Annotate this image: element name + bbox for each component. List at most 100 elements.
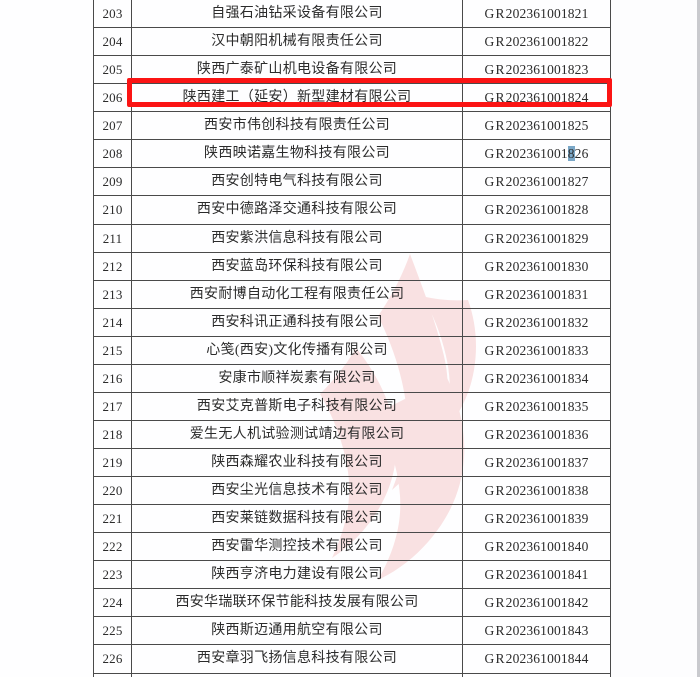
- table-row: 212 西安蓝岛环保科技有限公司 GR202361001830: [93, 251, 611, 281]
- company-name-cell: 陕西建工（延安）新型建材有限公司: [131, 83, 463, 113]
- certificate-code-cell: GR202361001824: [462, 83, 611, 113]
- row-index-cell: 203: [93, 0, 132, 29]
- table-row: 203 自强石油钻采设备有限公司 GR202361001821: [93, 0, 611, 29]
- table-row: 218 爱生无人机试验测试靖边有限公司 GR202361001836: [93, 419, 611, 450]
- table-row: 205 陕西广泰矿山机电设备有限公司 GR202361001823: [93, 55, 611, 85]
- certificate-code-cell: GR202361001837: [462, 447, 611, 478]
- code-prefix: GR: [484, 314, 506, 330]
- code-prefix: GR: [484, 483, 506, 499]
- code-prefix: GR: [484, 623, 506, 639]
- certificate-code-cell: GR202361001822: [462, 27, 611, 57]
- table-row: 213 西安耐博自动化工程有限责任公司 GR202361001831: [93, 279, 611, 309]
- company-name-cell: 心笺(西安)文化传播有限公司: [131, 335, 463, 365]
- certificate-code-cell: GR202361001825: [462, 111, 611, 141]
- row-index-cell: 217: [93, 391, 132, 421]
- table-row: 221 西安莱链数据科技有限公司 GR202361001839: [93, 504, 611, 534]
- code-prefix: GR: [484, 118, 506, 134]
- row-index-cell: 208: [93, 139, 132, 169]
- certificate-code-cell: GR202361001840: [462, 532, 611, 562]
- code-prefix: GR: [484, 595, 506, 611]
- code-prefix: GR: [484, 258, 506, 274]
- text-selection-caret[interactable]: 8: [567, 146, 575, 162]
- code-prefix: GR: [484, 202, 506, 218]
- table-row: 216 安康市顺祥炭素有限公司 GR202361001834: [93, 363, 611, 393]
- table-row: 208 陕西映诺嘉生物科技有限公司 GR202361001826: [93, 139, 611, 169]
- certificate-code-cell: GR202361001839: [462, 504, 611, 534]
- company-name-cell: 西安市伟创科技有限责任公司: [131, 111, 463, 141]
- certificate-code-cell: GR202361001823: [462, 55, 611, 85]
- row-index-cell: 205: [93, 55, 132, 85]
- company-name-cell: 西安耐博自动化工程有限责任公司: [131, 279, 463, 309]
- certificate-code-cell: GR202361001830: [462, 251, 611, 281]
- row-index-cell: 209: [93, 167, 132, 197]
- certificate-code-cell: GR202361001835: [462, 391, 611, 421]
- certificate-code-cell: GR202361001834: [462, 363, 611, 393]
- page-right-margin: [611, 0, 697, 677]
- table-body: 203 自强石油钻采设备有限公司 GR202361001821 204 汉中朝阳机械有限…: [93, 0, 611, 677]
- table-row: 211 西安紫洪信息科技有限公司 GR202361001829: [93, 223, 611, 253]
- certificate-code-cell: GR202361001845: [462, 672, 611, 677]
- row-index-cell: 206: [93, 83, 132, 113]
- certificate-code-cell: GR202361001827: [462, 167, 611, 197]
- company-name-cell: 西安章羽飞扬信息科技有限公司: [131, 644, 463, 674]
- company-list-table: 203 自强石油钻采设备有限公司 GR202361001821 204 汉中朝阳机械有限…: [93, 0, 611, 677]
- certificate-code-cell: GR202361001843: [462, 616, 611, 646]
- code-prefix: GR: [484, 398, 506, 414]
- table-row: 214 西安科讯正通科技有限公司 GR202361001832: [93, 307, 611, 337]
- code-prefix: GR: [484, 174, 506, 190]
- table-row: 207 西安市伟创科技有限责任公司 GR202361001825: [93, 111, 611, 141]
- code-prefix: GR: [484, 90, 506, 106]
- table-row: 206 陕西建工（延安）新型建材有限公司 GR202361001824: [93, 83, 611, 113]
- table-row: 215 心笺(西安)文化传播有限公司 GR202361001833: [93, 335, 611, 365]
- table-row: 222 西安雷华测控技术有限公司 GR202361001840: [93, 532, 611, 562]
- row-index-cell: 222: [93, 532, 132, 562]
- row-index-cell: 220: [93, 476, 132, 506]
- company-name-cell: 西安中德路泽交通科技有限公司: [131, 195, 463, 225]
- certificate-code-cell: GR202361001829: [462, 223, 611, 253]
- company-name-cell: 陕西亨济电力建设有限公司: [131, 560, 463, 590]
- certificate-code-cell: GR202361001832: [462, 307, 611, 337]
- code-prefix: GR: [484, 342, 506, 358]
- company-name-cell: 西安莱链数据科技有限公司: [131, 504, 463, 534]
- code-prefix: GR: [484, 286, 506, 302]
- certificate-code-cell: GR202361001842: [462, 588, 611, 618]
- code-prefix: GR: [484, 426, 506, 442]
- table-row: 204 汉中朝阳机械有限责任公司 GR202361001822: [93, 27, 611, 57]
- page-right-edge: [697, 0, 700, 677]
- certificate-code-cell: GR202361001833: [462, 335, 611, 365]
- company-name-cell: 西安尘光信息技术有限公司: [131, 476, 463, 506]
- company-name-cell: 西安创特电气科技有限公司: [131, 167, 463, 197]
- company-name-cell: 自强石油钻采设备有限公司: [131, 0, 463, 29]
- row-index-cell: 219: [93, 447, 132, 478]
- code-prefix: GR: [484, 539, 506, 555]
- certificate-code-cell: GR202361001838: [462, 476, 611, 506]
- table-row: 219 陕西森耀农业科技有限公司 GR202361001837: [93, 447, 611, 478]
- code-prefix: GR: [484, 511, 506, 527]
- row-index-cell: 213: [93, 279, 132, 309]
- code-prefix: GR: [484, 34, 506, 50]
- table-row: 226 西安章羽飞扬信息科技有限公司 GR202361001844: [93, 644, 611, 674]
- company-name-cell: 陕西森耀农业科技有限公司: [131, 447, 463, 478]
- certificate-code-cell: GR202361001821: [462, 0, 611, 29]
- certificate-code-cell: GR202361001826: [462, 139, 611, 169]
- company-name-cell: 西安雷华测控技术有限公司: [131, 532, 463, 562]
- row-index-cell: 211: [93, 223, 132, 253]
- table-row: 224 西安华瑞联环保节能科技发展有限公司 GR202361001842: [93, 588, 611, 618]
- company-name-cell: 陕西斯迈通用航空有限公司: [131, 616, 463, 646]
- row-index-cell: 216: [93, 363, 132, 393]
- row-index-cell: 226: [93, 644, 132, 674]
- certificate-code-cell: GR202361001836: [462, 419, 611, 450]
- code-prefix: GR: [484, 62, 506, 78]
- certificate-code-cell: GR202361001831: [462, 279, 611, 309]
- code-prefix: GR: [484, 370, 506, 386]
- company-name-cell: 陕西广泰矿山机电设备有限公司: [131, 55, 463, 85]
- company-name-cell: 安康市顺祥炭素有限公司: [131, 363, 463, 393]
- certificate-code-cell: GR202361001828: [462, 195, 611, 225]
- row-index-cell: 224: [93, 588, 132, 618]
- code-prefix: GR: [484, 230, 506, 246]
- row-index-cell: 225: [93, 616, 132, 646]
- table-row: 225 陕西斯迈通用航空有限公司 GR202361001843: [93, 616, 611, 646]
- row-index-cell: 214: [93, 307, 132, 337]
- certificate-code-cell: GR202361001844: [462, 644, 611, 674]
